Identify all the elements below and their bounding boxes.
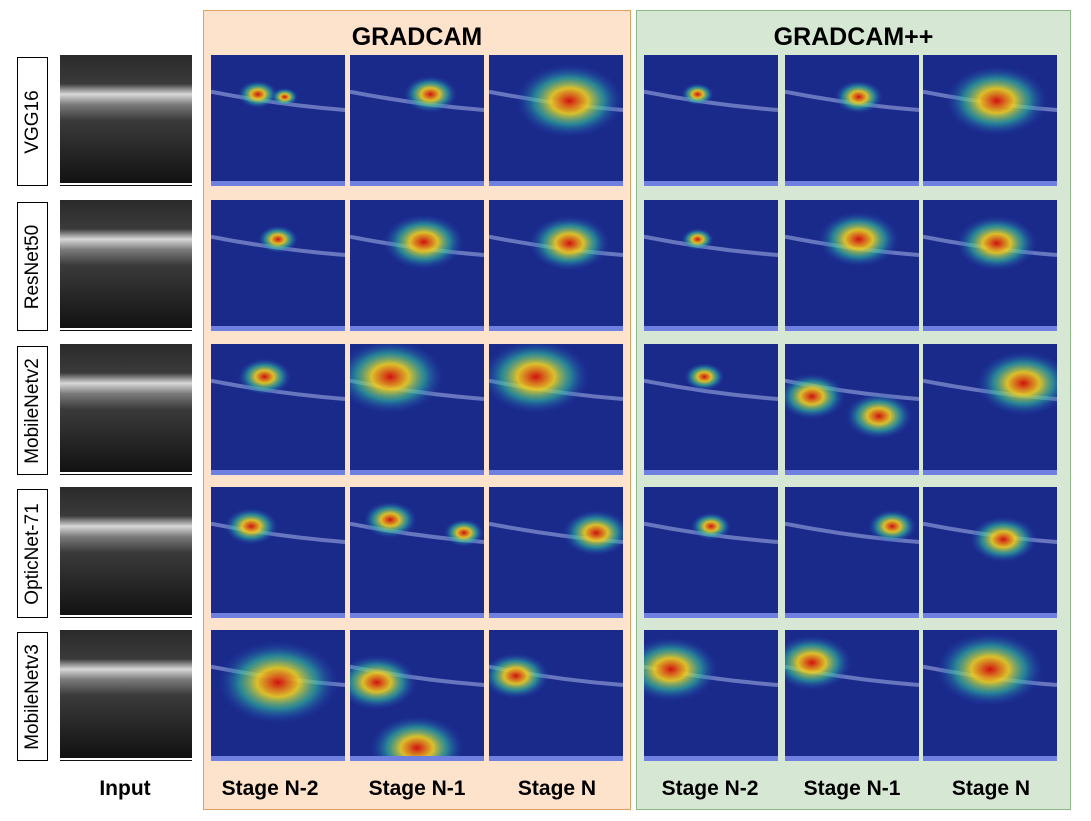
heatmap-image-gradcampp-stage-n — [923, 200, 1057, 331]
heatmap-image-gradcampp-stage-n2 — [644, 55, 778, 186]
heatmap-image-gradcam-stage-n — [489, 487, 623, 618]
heatmap-image-gradcam-stage-n1 — [350, 630, 484, 761]
row-label-mobilenetv2: MobileNetv2 — [17, 346, 48, 475]
heatmap-image-gradcampp-stage-n1 — [785, 630, 919, 761]
heatmap-image-gradcampp-stage-n — [923, 630, 1057, 761]
gradcampp-title: GRADCAM++ — [773, 23, 934, 51]
row-label-resnet50: ResNet50 — [17, 202, 48, 331]
heatmap-image-gradcampp-stage-n1 — [785, 200, 919, 331]
heatmap-image-gradcam-stage-n2 — [211, 344, 345, 475]
heatmap-image-gradcampp-stage-n1 — [785, 487, 919, 618]
col-label-gc-stage-n: Stage N — [517, 777, 597, 800]
row-label-text: VGG16 — [21, 89, 43, 154]
col-label-gc-stage-n2: Stage N-2 — [221, 777, 319, 800]
heatmap-image-gradcam-stage-n2 — [211, 487, 345, 618]
oct-input-image-input — [60, 200, 192, 331]
row-label-text: MobileNetv2 — [21, 357, 43, 464]
heatmap-image-gradcam-stage-n1 — [350, 200, 484, 331]
col-label-gc-stage-n1: Stage N-1 — [368, 777, 466, 800]
row-label-vgg16: VGG16 — [17, 57, 48, 186]
heatmap-image-gradcam-stage-n2 — [211, 630, 345, 761]
col-label-pp-stage-n: Stage N — [951, 777, 1031, 800]
col-label-input: Input — [99, 777, 151, 800]
heatmap-image-gradcampp-stage-n2 — [644, 487, 778, 618]
row-label-text: MobileNetv3 — [21, 643, 43, 750]
oct-input-image-input — [60, 344, 192, 475]
row-label-text: ResNet50 — [21, 224, 43, 309]
heatmap-image-gradcampp-stage-n2 — [644, 344, 778, 475]
heatmap-image-gradcam-stage-n — [489, 55, 623, 186]
oct-input-image-input — [60, 630, 192, 761]
heatmap-image-gradcam-stage-n1 — [350, 344, 484, 475]
oct-input-image-input — [60, 487, 192, 618]
heatmap-image-gradcampp-stage-n — [923, 55, 1057, 186]
heatmap-image-gradcampp-stage-n — [923, 487, 1057, 618]
heatmap-image-gradcam-stage-n2 — [211, 200, 345, 331]
heatmap-image-gradcam-stage-n — [489, 200, 623, 331]
col-label-pp-stage-n2: Stage N-2 — [661, 777, 759, 800]
heatmap-image-gradcampp-stage-n1 — [785, 344, 919, 475]
row-label-text: OpticNet-71 — [21, 502, 43, 605]
oct-input-image-input — [60, 55, 192, 186]
col-label-pp-stage-n1: Stage N-1 — [803, 777, 901, 800]
heatmap-image-gradcam-stage-n1 — [350, 487, 484, 618]
gradcam-title: GRADCAM — [351, 23, 483, 51]
heatmap-image-gradcam-stage-n — [489, 344, 623, 475]
heatmap-image-gradcampp-stage-n2 — [644, 630, 778, 761]
heatmap-image-gradcam-stage-n1 — [350, 55, 484, 186]
row-label-opticnet-71: OpticNet-71 — [17, 489, 48, 618]
heatmap-image-gradcampp-stage-n — [923, 344, 1057, 475]
row-label-mobilenetv3: MobileNetv3 — [17, 632, 48, 761]
heatmap-image-gradcam-stage-n2 — [211, 55, 345, 186]
heatmap-image-gradcam-stage-n — [489, 630, 623, 761]
heatmap-image-gradcampp-stage-n2 — [644, 200, 778, 331]
heatmap-image-gradcampp-stage-n1 — [785, 55, 919, 186]
